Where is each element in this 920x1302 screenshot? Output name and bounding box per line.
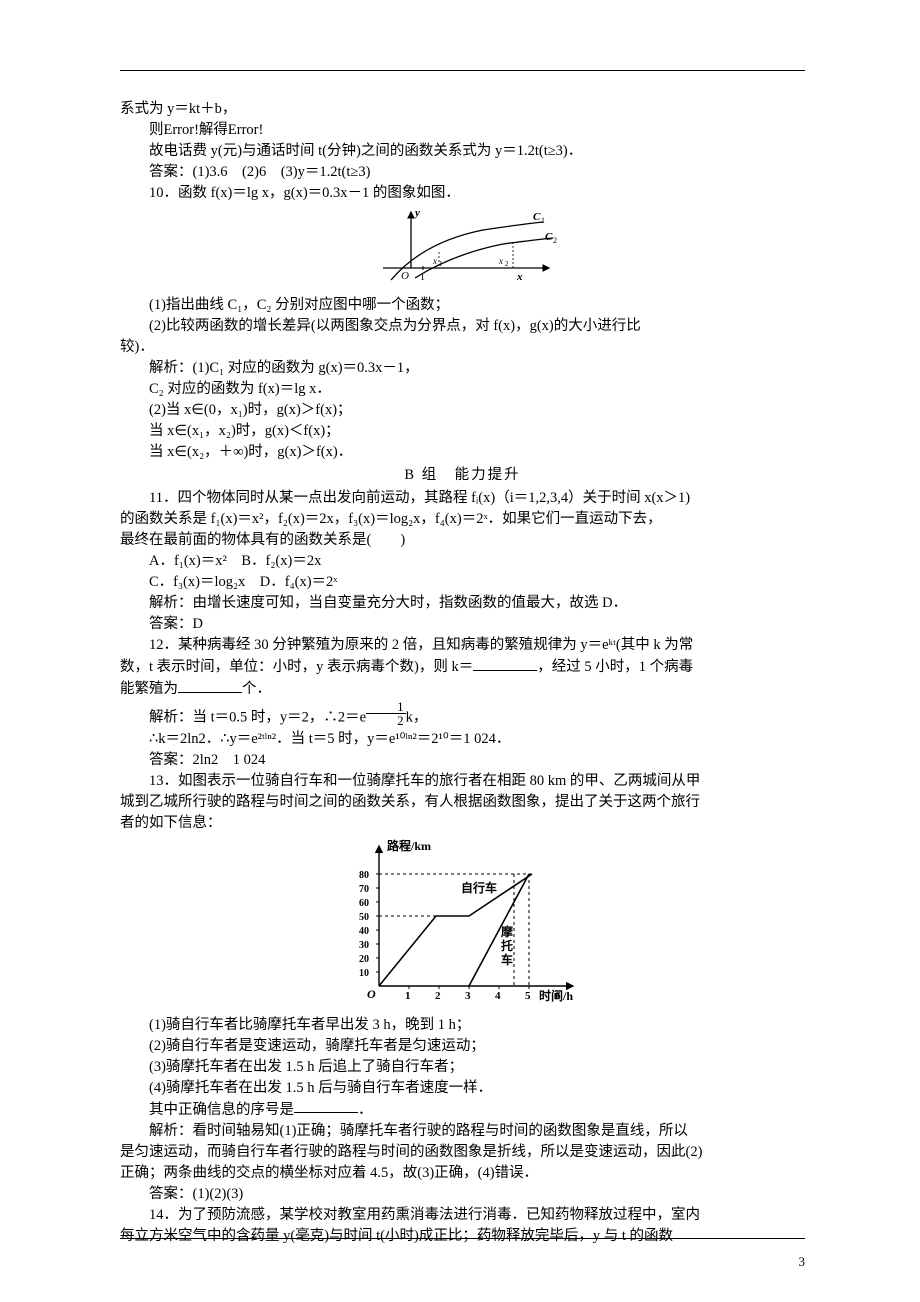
l17c-pre: 能繁殖为 xyxy=(120,681,178,697)
svg-text:2: 2 xyxy=(435,990,441,1002)
svg-text:2: 2 xyxy=(505,260,509,268)
l17b-post: ，经过 5 小时，1 个病毒 xyxy=(537,659,693,675)
para-l26: 其中正确信息的序号是 ． xyxy=(120,1099,805,1121)
para-l27b: 是匀速运动，而骑自行车者行驶的路程与时间的函数图象是折线，所以是变速运动，因此(… xyxy=(120,1142,805,1163)
para-l13b: 的函数关系是 f₁(x)＝x²，f₂(x)＝2x，f₃(x)＝log₂x，f₄(… xyxy=(120,509,805,530)
para-l4: 答案：(1)3.6 (2)6 (3)y＝1.2t(t≥3) xyxy=(120,162,805,183)
blank-seq xyxy=(294,1099,358,1114)
svg-text:x: x xyxy=(498,256,503,266)
para-l5: 10．函数 f(x)＝lg x，g(x)＝0.3x－1 的图象如图． xyxy=(120,183,805,204)
frac-half: 12 xyxy=(366,700,406,727)
para-l8: 解析：(1)C₁ 对应的函数为 g(x)＝0.3x－1， xyxy=(120,358,805,379)
top-rule xyxy=(120,70,805,71)
para-l24: (3)骑摩托车者在出发 1.5 h 后追上了骑自行车者； xyxy=(120,1057,805,1078)
svg-text:4: 4 xyxy=(495,990,501,1002)
svg-text:20: 20 xyxy=(359,954,369,965)
svg-text:50: 50 xyxy=(359,912,369,923)
svg-text:y: y xyxy=(413,207,420,219)
svg-text:80: 80 xyxy=(359,870,369,881)
figure-q13: 路程/km 时间/h O 10 20 30 40 50 60 70 80 1 2… xyxy=(120,836,805,1013)
l17b-pre: 数，t 表示时间，单位：小时，y 表示病毒个数)，则 k＝ xyxy=(120,659,473,675)
page: 系式为 y＝kt＋b， 则Error!解得Error! 故电话费 y(元)与通话… xyxy=(0,0,920,1302)
blank-k xyxy=(473,656,537,671)
para-l21b: 城到乙城所行驶的路程与时间之间的函数关系，有人根据函数图象，提出了关于这两个旅行 xyxy=(120,792,805,813)
l17c-post: 个． xyxy=(242,681,271,697)
para-l17b: 数，t 表示时间，单位：小时，y 表示病毒个数)，则 k＝ ，经过 5 小时，1 … xyxy=(120,656,805,678)
para-l17c: 能繁殖为 个． xyxy=(120,678,805,700)
para-l13: 11．四个物体同时从某一点出发向前运动，其路程 fᵢ(x)（i＝1,2,3,4）… xyxy=(120,488,805,509)
para-l25: (4)骑摩托车者在出发 1.5 h 后与骑自行车者速度一样． xyxy=(120,1078,805,1099)
svg-text:2: 2 xyxy=(553,236,557,245)
para-l29b: 每立方米空气中的含药量 y(毫克)与时间 t(小时)成正比；药物释放完毕后，y … xyxy=(120,1226,805,1247)
para-l14c: C．f₃(x)＝log₂x D．f₄(x)＝2ˣ xyxy=(120,572,805,593)
para-l21c: 者的如下信息： xyxy=(120,813,805,834)
para-l19: ∴k＝2ln2．∴y＝e²ᵗˡⁿ²．当 t＝5 时，y＝e¹⁰ˡⁿ²＝2¹⁰＝1… xyxy=(120,729,805,750)
para-l29a: 14．为了预防流感，某学校对教室用药熏消毒法进行消毒．已知药物释放过程中，室内 xyxy=(120,1205,805,1226)
para-l17a: 12．某种病毒经 30 分钟繁殖为原来的 2 倍，且知病毒的繁殖规律为 y＝eᵏ… xyxy=(120,635,805,656)
svg-text:1: 1 xyxy=(541,216,545,225)
para-l23: (2)骑自行车者是变速运动，骑摩托车者是匀速运动； xyxy=(120,1036,805,1057)
svg-text:x: x xyxy=(432,256,437,266)
svg-text:C: C xyxy=(533,211,541,223)
bottom-rule xyxy=(120,1238,805,1239)
l18-post: k， xyxy=(406,710,428,726)
para-l28: 答案：(1)(2)(3) xyxy=(120,1184,805,1205)
page-number: 3 xyxy=(799,1253,806,1272)
para-l14a: A．f₁(x)＝x² B．f₂(x)＝2x xyxy=(120,551,805,572)
para-l21a: 13．如图表示一位骑自行车和一位骑摩托车的旅行者在相距 80 km 的甲、乙两城… xyxy=(120,771,805,792)
para-l1: 系式为 y＝kt＋b， xyxy=(120,99,805,120)
svg-text:70: 70 xyxy=(359,884,369,895)
para-l18: 解析：当 t＝0.5 时，y＝2，∴2＝e12k， xyxy=(120,700,805,729)
svg-text:O: O xyxy=(367,987,376,1001)
para-l10: (2)当 x∈(0，x₁)时，g(x)＞f(x)； xyxy=(120,400,805,421)
para-l22: (1)骑自行车者比骑摩托车者早出发 3 h，晚到 1 h； xyxy=(120,1015,805,1036)
svg-text:60: 60 xyxy=(359,898,369,909)
para-l3: 故电话费 y(元)与通话时间 t(分钟)之间的函数关系式为 y＝1.2t(t≥3… xyxy=(120,141,805,162)
svg-text:5: 5 xyxy=(525,990,531,1002)
para-l11: 当 x∈(x₁，x₂)时，g(x)＜f(x)； xyxy=(120,421,805,442)
l18-pre: 解析：当 t＝0.5 时，y＝2，∴2＝e xyxy=(149,710,366,726)
para-l20: 答案：2ln2 1 024 xyxy=(120,750,805,771)
svg-text:摩: 摩 xyxy=(501,924,513,939)
para-l13c: 最终在最前面的物体具有的函数关系是( ) xyxy=(120,530,805,551)
svg-text:自行车: 自行车 xyxy=(461,880,497,895)
para-l2: 则Error!解得Error! xyxy=(120,120,805,141)
l26-post: ． xyxy=(358,1101,373,1117)
svg-text:C: C xyxy=(545,231,553,243)
para-l16: 答案：D xyxy=(120,614,805,635)
svg-text:6: 6 xyxy=(555,990,561,1002)
svg-text:1: 1 xyxy=(405,990,411,1002)
para-l6: (1)指出曲线 C₁，C₂ 分别对应图中哪一个函数； xyxy=(120,295,805,316)
para-l27c: 正确；两条曲线的交点的横坐标对应着 4.5，故(3)正确，(4)错误． xyxy=(120,1163,805,1184)
para-l9: C₂ 对应的函数为 f(x)＝lg x． xyxy=(120,379,805,400)
svg-text:车: 车 xyxy=(501,952,513,967)
svg-text:路程/km: 路程/km xyxy=(387,838,431,853)
svg-text:O: O xyxy=(401,270,409,282)
svg-text:3: 3 xyxy=(465,990,471,1002)
figure-q10: O y x 1 C 1 C 2 x 1 x 2 xyxy=(120,206,805,293)
para-l12: 当 x∈(x₂，＋∞)时，g(x)＞f(x)． xyxy=(120,442,805,463)
svg-text:1: 1 xyxy=(439,260,443,268)
para-l15: 解析：由增长速度可知，当自变量充分大时，指数函数的值最大，故选 D． xyxy=(120,593,805,614)
para-l27a: 解析：看时间轴易知(1)正确；骑摩托车者行驶的路程与时间的函数图象是直线，所以 xyxy=(120,1121,805,1142)
l26-pre: 其中正确信息的序号是 xyxy=(149,1101,294,1117)
para-l7b: 较)． xyxy=(120,337,805,358)
svg-text:10: 10 xyxy=(359,968,369,979)
group-b-title: B 组 能力提升 xyxy=(120,465,805,486)
svg-text:40: 40 xyxy=(359,926,369,937)
para-l7: (2)比较两函数的增长差异(以两图象交点为分界点，对 f(x)，g(x)的大小进… xyxy=(120,316,805,337)
svg-text:托: 托 xyxy=(501,938,513,953)
blank-count xyxy=(178,678,242,693)
svg-text:30: 30 xyxy=(359,940,369,951)
svg-text:x: x xyxy=(516,271,523,283)
